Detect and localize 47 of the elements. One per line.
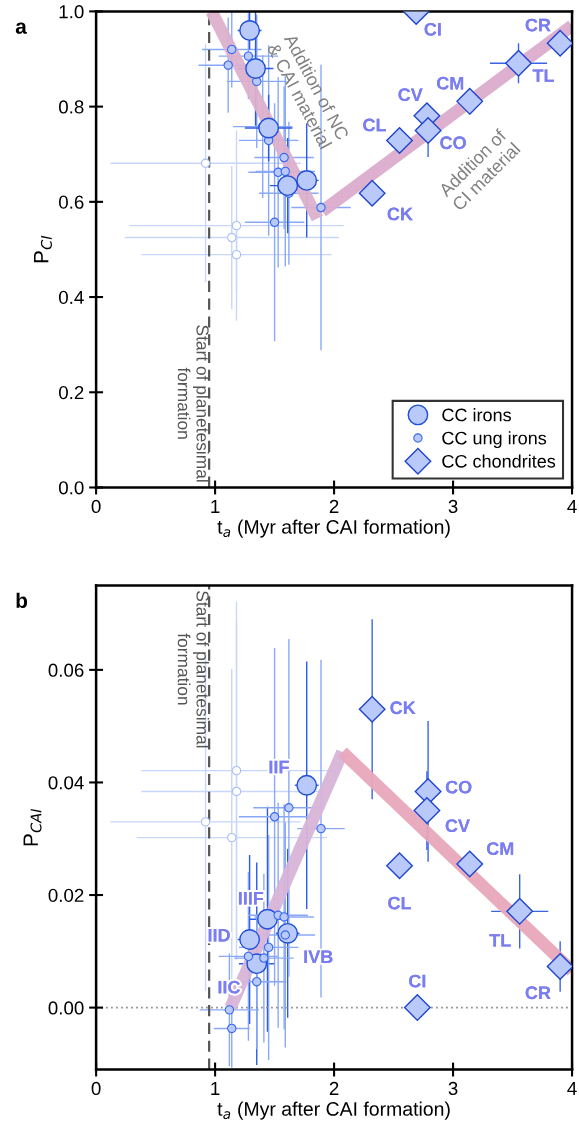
y-axis-title: P$_{CAI}$ <box>23 808 42 846</box>
annotation: TL <box>489 934 511 947</box>
annotation: CK <box>387 207 413 221</box>
x-tick-label: 2 <box>329 499 339 513</box>
annotation: CM <box>486 842 514 856</box>
annotation: CV <box>445 819 470 833</box>
y-tick-label: 0.2 <box>58 385 84 400</box>
annotation: CO <box>445 780 472 794</box>
x-tick-label: 3 <box>448 499 458 514</box>
ref-line-label: Start of planetesimal formation <box>177 325 210 482</box>
x-tick-label: 0 <box>91 1081 101 1096</box>
ref-line-label: Start of planetesimal formation <box>177 591 210 748</box>
x-axis-title: t$_{a}$ (Myr after CAI formation) <box>217 1101 450 1120</box>
chart-title: b <box>16 592 28 609</box>
y-tick-label: 0.0 <box>58 481 84 495</box>
x-tick-label: 4 <box>567 499 577 513</box>
annotation: TL <box>532 69 554 82</box>
x-tick-label: 1 <box>211 499 220 513</box>
y-tick-label: 0.8 <box>58 100 84 114</box>
x-tick-label: 1 <box>211 1082 220 1095</box>
x-tick-label: 0 <box>91 499 101 514</box>
y-tick-label: 0.04 <box>48 776 84 790</box>
annotation: IID <box>208 928 230 942</box>
annotation: CV <box>398 88 423 102</box>
legend-label: CC irons <box>442 408 511 422</box>
legend-label: CC chondrites <box>442 454 556 468</box>
annotation: CL <box>388 896 411 910</box>
annotation: CI <box>424 22 441 36</box>
x-tick-label: 3 <box>448 1081 458 1096</box>
y-tick-label: 0.02 <box>48 888 84 903</box>
y-tick-label: 1.0 <box>59 5 84 19</box>
x-axis-title: t$_{a}$ (Myr after CAI formation) <box>217 519 450 538</box>
y-axis-title: P$_{CI}$ <box>33 235 52 263</box>
annotation: CR <box>525 986 551 1000</box>
y-tick-label: 0.6 <box>58 195 84 209</box>
x-tick-label: 2 <box>329 1081 339 1095</box>
legend-label: CC ung irons <box>442 431 547 449</box>
y-tick-label: 0.06 <box>48 663 84 677</box>
chart-title: a <box>15 22 27 34</box>
annotation: CR <box>525 18 551 32</box>
annotation: CM <box>436 76 464 90</box>
y-tick-label: 0.00 <box>48 1001 84 1015</box>
x-tick-label: 4 <box>567 1082 577 1095</box>
annotation: CK <box>390 701 416 715</box>
y-tick-label: 0.4 <box>58 290 84 305</box>
annotation: CL <box>363 118 386 132</box>
annotation: CI <box>409 974 426 988</box>
